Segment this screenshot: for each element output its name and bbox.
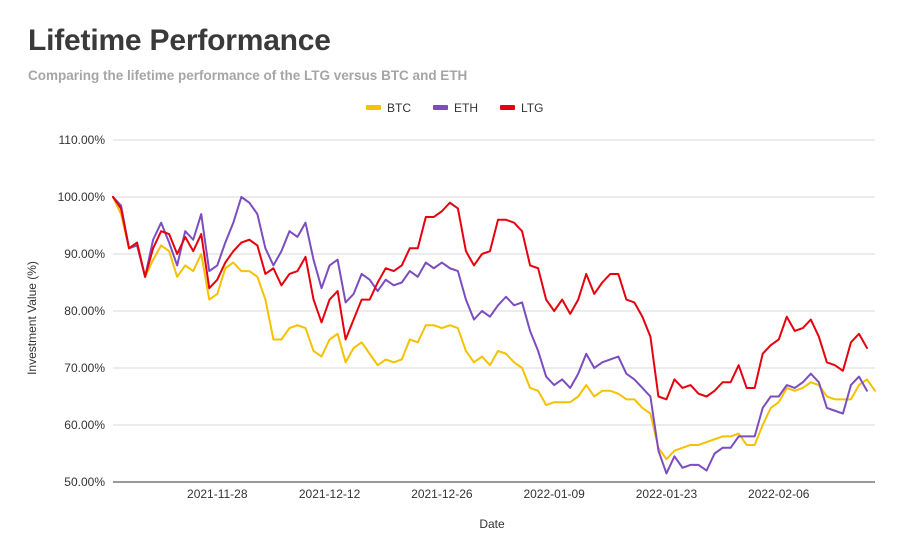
y-tick-label: 60.00%	[64, 418, 105, 432]
legend-label-ltg: LTG	[521, 101, 543, 115]
legend-label-btc: BTC	[387, 101, 411, 115]
legend-label-eth: ETH	[454, 101, 478, 115]
y-tick-label: 70.00%	[64, 361, 105, 375]
legend-swatch-btc	[366, 105, 381, 110]
x-tick-label: 2022-02-06	[748, 487, 810, 501]
y-tick-label: 90.00%	[64, 247, 105, 261]
y-axis-ticks: 50.00% 60.00% 70.00% 80.00% 90.00% 100.00% 110…	[58, 133, 106, 489]
x-tick-label: 2022-01-09	[523, 487, 585, 501]
y-tick-label: 50.00%	[64, 475, 105, 489]
legend-swatch-ltg	[500, 105, 515, 110]
series-line-btc	[112, 196, 876, 461]
gridlines	[113, 139, 875, 483]
x-tick-label: 2021-12-12	[299, 487, 361, 501]
legend-swatch-eth	[433, 105, 448, 110]
x-tick-label: 2021-11-28	[187, 487, 248, 501]
x-tick-label: 2021-12-26	[411, 487, 473, 501]
chart-subtitle: Comparing the lifetime performance of th…	[28, 68, 468, 83]
chart-title: Lifetime Performance	[28, 24, 331, 57]
x-tick-label: 2022-01-23	[636, 487, 698, 501]
y-tick-label: 100.00%	[58, 190, 106, 204]
legend: BTC ETH LTG	[366, 101, 543, 115]
y-axis-label: Investment Value (%)	[25, 261, 39, 375]
series-lines	[112, 196, 876, 475]
x-axis-ticks: 2021-11-28 2021-12-12 2021-12-26 2022-01-09…	[187, 487, 810, 501]
y-tick-label: 110.00%	[59, 133, 106, 147]
x-axis-label: Date	[479, 517, 505, 531]
series-line-eth	[112, 196, 868, 475]
series-line-ltg	[112, 196, 868, 401]
y-tick-label: 80.00%	[64, 304, 105, 318]
